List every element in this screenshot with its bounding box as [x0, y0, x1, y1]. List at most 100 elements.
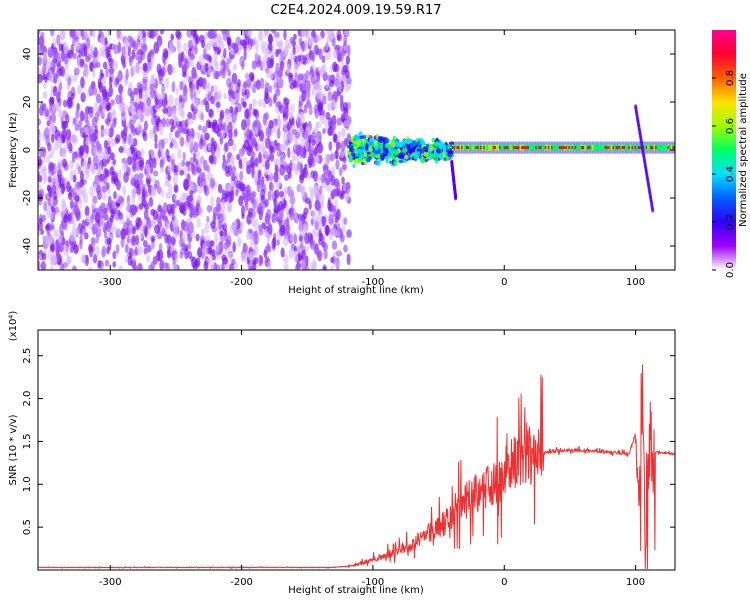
heat-cell [336, 117, 343, 126]
heat-cell [212, 84, 218, 95]
heat-cell [90, 236, 96, 246]
heat-cell [346, 132, 352, 141]
heat-cell [343, 44, 348, 52]
heat-cell [191, 207, 196, 218]
heat-cell [112, 171, 119, 179]
heat-cell [248, 252, 253, 261]
heat-cell [226, 57, 232, 64]
heat-cell [143, 247, 148, 255]
heat-cell [296, 161, 302, 172]
heat-cell [229, 224, 236, 234]
heat-cell [156, 92, 161, 100]
heat-cell [57, 174, 62, 183]
heat-cell [135, 160, 141, 172]
heat-cell [199, 179, 203, 188]
heat-cell [73, 204, 80, 214]
heat-cell [39, 42, 44, 51]
heat-cell [328, 233, 333, 241]
heat-cell [255, 197, 259, 206]
heat-cell [254, 51, 259, 62]
heat-cell [297, 55, 302, 62]
heat-cell [222, 154, 226, 162]
heat-cell [112, 261, 116, 268]
heat-cell [177, 162, 183, 171]
heat-cell [304, 139, 310, 150]
heat-cell [91, 164, 97, 175]
heat-cell [150, 240, 156, 250]
heat-cell [661, 144, 664, 151]
heat-cell [253, 81, 259, 88]
heat-cell [617, 146, 620, 150]
heat-cell [370, 142, 375, 147]
heat-cell [282, 143, 288, 152]
heat-cell [264, 82, 270, 94]
heat-cell [205, 119, 212, 129]
heat-cell [259, 31, 263, 42]
heat-cell [109, 214, 114, 223]
heat-cell [244, 72, 249, 80]
heat-cell [69, 170, 73, 182]
heat-cell [331, 188, 337, 198]
heat-cell [187, 165, 191, 172]
heat-cell [48, 152, 54, 159]
heat-cell [287, 147, 291, 159]
y-tick-label: 0 [22, 147, 33, 153]
heat-cell [333, 133, 337, 142]
heat-cell [331, 120, 337, 131]
heat-cell [62, 120, 69, 130]
heat-cell [196, 131, 201, 141]
heat-cell [79, 198, 83, 209]
heat-cell [241, 212, 245, 220]
heat-cell [232, 63, 238, 71]
heat-cell [165, 77, 169, 90]
heat-cell [38, 155, 42, 166]
heat-cell [312, 184, 319, 194]
heat-cell [167, 163, 173, 173]
heat-cell [299, 228, 303, 237]
heat-cell [279, 163, 286, 176]
heat-cell [106, 246, 110, 255]
heat-cell [172, 174, 178, 186]
heat-cell [327, 102, 333, 112]
heat-cell [310, 73, 316, 85]
heat-cell [132, 263, 137, 270]
heat-cell [615, 146, 619, 150]
heat-cell [579, 144, 582, 151]
heat-cell [241, 119, 247, 131]
heat-cell [334, 79, 340, 88]
heat-cell [103, 231, 108, 239]
x-tick-label: -300 [99, 577, 122, 588]
heat-cell [514, 146, 518, 150]
heat-cell [217, 90, 222, 100]
heat-cell [88, 266, 93, 270]
heat-cell [67, 49, 74, 60]
heat-cell [103, 153, 110, 160]
heat-cell [228, 252, 232, 261]
heat-cell [297, 30, 301, 37]
heat-cell [127, 255, 133, 266]
heat-cell [38, 138, 41, 149]
heat-cell [315, 136, 320, 145]
y-tick-label: 1.5 [22, 433, 33, 449]
heat-cell [436, 152, 442, 158]
heat-cell [301, 73, 308, 86]
heat-cell [314, 107, 320, 119]
heat-cell [56, 34, 61, 46]
heat-cell [125, 68, 129, 80]
heat-cell [191, 38, 196, 45]
heat-cell [339, 94, 344, 102]
heat-cell [245, 164, 252, 175]
heat-cell [208, 109, 213, 117]
heat-cell [173, 184, 179, 193]
heat-cell [292, 79, 297, 88]
heat-cell [381, 153, 388, 157]
heat-cell [73, 67, 80, 76]
heat-cell [525, 146, 529, 150]
heat-cell [133, 173, 140, 183]
heat-cell [98, 205, 103, 212]
heat-cell [451, 146, 455, 150]
heat-cell [113, 190, 117, 200]
heat-cell [150, 235, 156, 243]
heat-cell [121, 44, 126, 57]
